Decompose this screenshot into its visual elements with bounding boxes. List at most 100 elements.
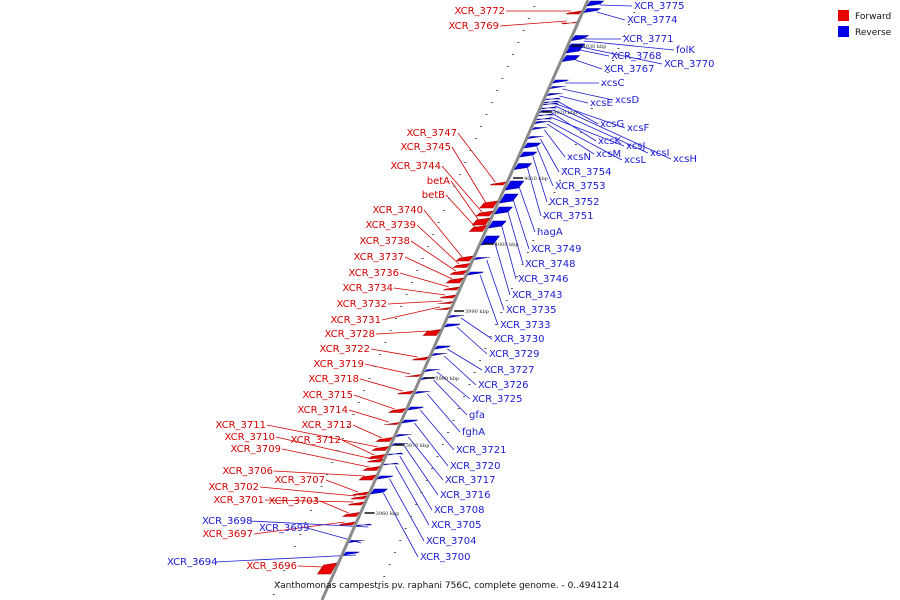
forward-gene-arrow [449, 270, 468, 275]
reverse-gene-label: xcsG [600, 119, 624, 130]
reverse-gene-arrow [538, 113, 555, 117]
minor-tick-dot [453, 186, 456, 187]
gene-body [523, 142, 542, 149]
leader-line [451, 146, 487, 204]
reverse-gene-arrow [407, 406, 424, 411]
leader-line [562, 88, 614, 101]
forward-gene-label: XCR_3769 [448, 21, 499, 32]
leader-line [325, 479, 359, 493]
minor-tick-dot [457, 408, 460, 409]
minor-tick-dot [622, 36, 625, 37]
reverse-gene-arrow [513, 163, 533, 170]
gene-body [383, 422, 400, 425]
leader-line [499, 20, 567, 27]
minor-tick-dot [473, 372, 476, 373]
reverse-gene-arrow [523, 142, 542, 149]
gene-body [583, 8, 602, 13]
gene-body [519, 151, 538, 158]
forward-gene-arrow [468, 225, 488, 232]
gene-body [499, 193, 519, 204]
reverse-gene-arrow [533, 121, 551, 124]
gene-body [480, 235, 501, 246]
leader-line [450, 180, 479, 221]
reverse-gene-arrow [543, 100, 560, 104]
minor-tick-dot [373, 366, 376, 367]
gene-body [358, 474, 377, 481]
minor-tick-dot [357, 402, 360, 403]
leader-line [457, 132, 496, 183]
reverse-gene-label: XCR_3729 [489, 349, 540, 360]
reverse-gene-label: XCR_3717 [445, 475, 496, 486]
reverse-gene-label: xcsH [673, 154, 697, 165]
leader-line [214, 554, 357, 563]
forward-gene-label: XCR_3736 [348, 268, 399, 279]
reverse-gene-arrow [447, 315, 465, 318]
minor-tick-dot [442, 210, 445, 211]
minor-tick-dot [463, 396, 466, 397]
minor-tick-dot [283, 570, 286, 571]
gene-body [367, 454, 386, 459]
reverse-gene-label: XCR_3754 [561, 167, 612, 178]
minor-tick-dot [272, 594, 275, 595]
reverse-gene-arrow [356, 523, 373, 527]
forward-gene-arrow [367, 458, 384, 463]
gene-body [391, 443, 408, 446]
forward-gene-label: XCR_3747 [406, 128, 457, 139]
minor-tick-dot [596, 96, 599, 97]
gene-body [352, 491, 369, 496]
leader-line [407, 436, 444, 481]
forward-gene-arrow [412, 356, 429, 361]
forward-gene-arrow [437, 301, 454, 304]
forward-gene-arrow [347, 501, 365, 506]
minor-tick-dot [431, 468, 434, 469]
forward-gene-label: XCR_3737 [353, 252, 404, 263]
leader-line [579, 49, 610, 57]
gene-body [487, 220, 507, 229]
leader-line [341, 439, 375, 456]
minor-tick-dot [393, 552, 396, 553]
minor-tick-dot [606, 72, 609, 73]
minor-tick-dot [521, 264, 524, 265]
gene-body [504, 180, 525, 191]
gene-body [424, 369, 441, 372]
reverse-gene-arrow [395, 434, 412, 437]
minor-tick-dot [628, 24, 630, 25]
minor-tick-dot [522, 30, 525, 31]
forward-gene-arrow [434, 307, 451, 310]
minor-tick-dot [532, 240, 535, 241]
reverse-gene-label: XCR_3748 [525, 259, 576, 270]
leader-line [381, 306, 440, 321]
reverse-gene-label: XCR_3775 [634, 1, 685, 12]
reverse-gene-label: XCR_3727 [484, 365, 535, 376]
genome-backbone [320, 0, 590, 600]
leader-line [275, 436, 373, 460]
gene-body [538, 113, 555, 117]
minor-tick-dot [528, 18, 530, 19]
forward-gene-arrow [560, 21, 577, 25]
forward-gene-label: XCR_3709 [230, 444, 281, 455]
forward-gene-label: XCR_3696 [246, 561, 297, 572]
leader-line [575, 59, 603, 70]
reverse-gene-label: xcsL [624, 155, 646, 166]
reverse-gene-label: XCR_3730 [494, 334, 545, 345]
minor-tick-dot [480, 126, 483, 127]
leader-line [460, 317, 493, 340]
minor-tick-dot [378, 588, 380, 589]
reverse-gene-label: XCR_3694 [167, 557, 218, 568]
reverse-gene-label: XCR_3700 [420, 552, 471, 563]
gene-body [395, 434, 412, 437]
gene-body [449, 270, 468, 275]
reverse-gene-label: XCR_3743 [512, 290, 563, 301]
reverse-gene-label: xcsD [615, 95, 639, 106]
legend: Forward Reverse [838, 10, 892, 38]
gene-body [473, 257, 490, 260]
leader-line [501, 225, 517, 280]
forward-gene-label: XCR_3722 [319, 344, 370, 355]
minor-tick-dot [383, 576, 386, 577]
forward-gene-arrow [341, 512, 360, 517]
leader-line [399, 272, 449, 288]
leader-line [393, 287, 446, 296]
minor-tick-dot [569, 156, 572, 157]
forward-gene-label: XCR_3718 [308, 374, 359, 385]
minor-tick-dot [447, 432, 450, 433]
